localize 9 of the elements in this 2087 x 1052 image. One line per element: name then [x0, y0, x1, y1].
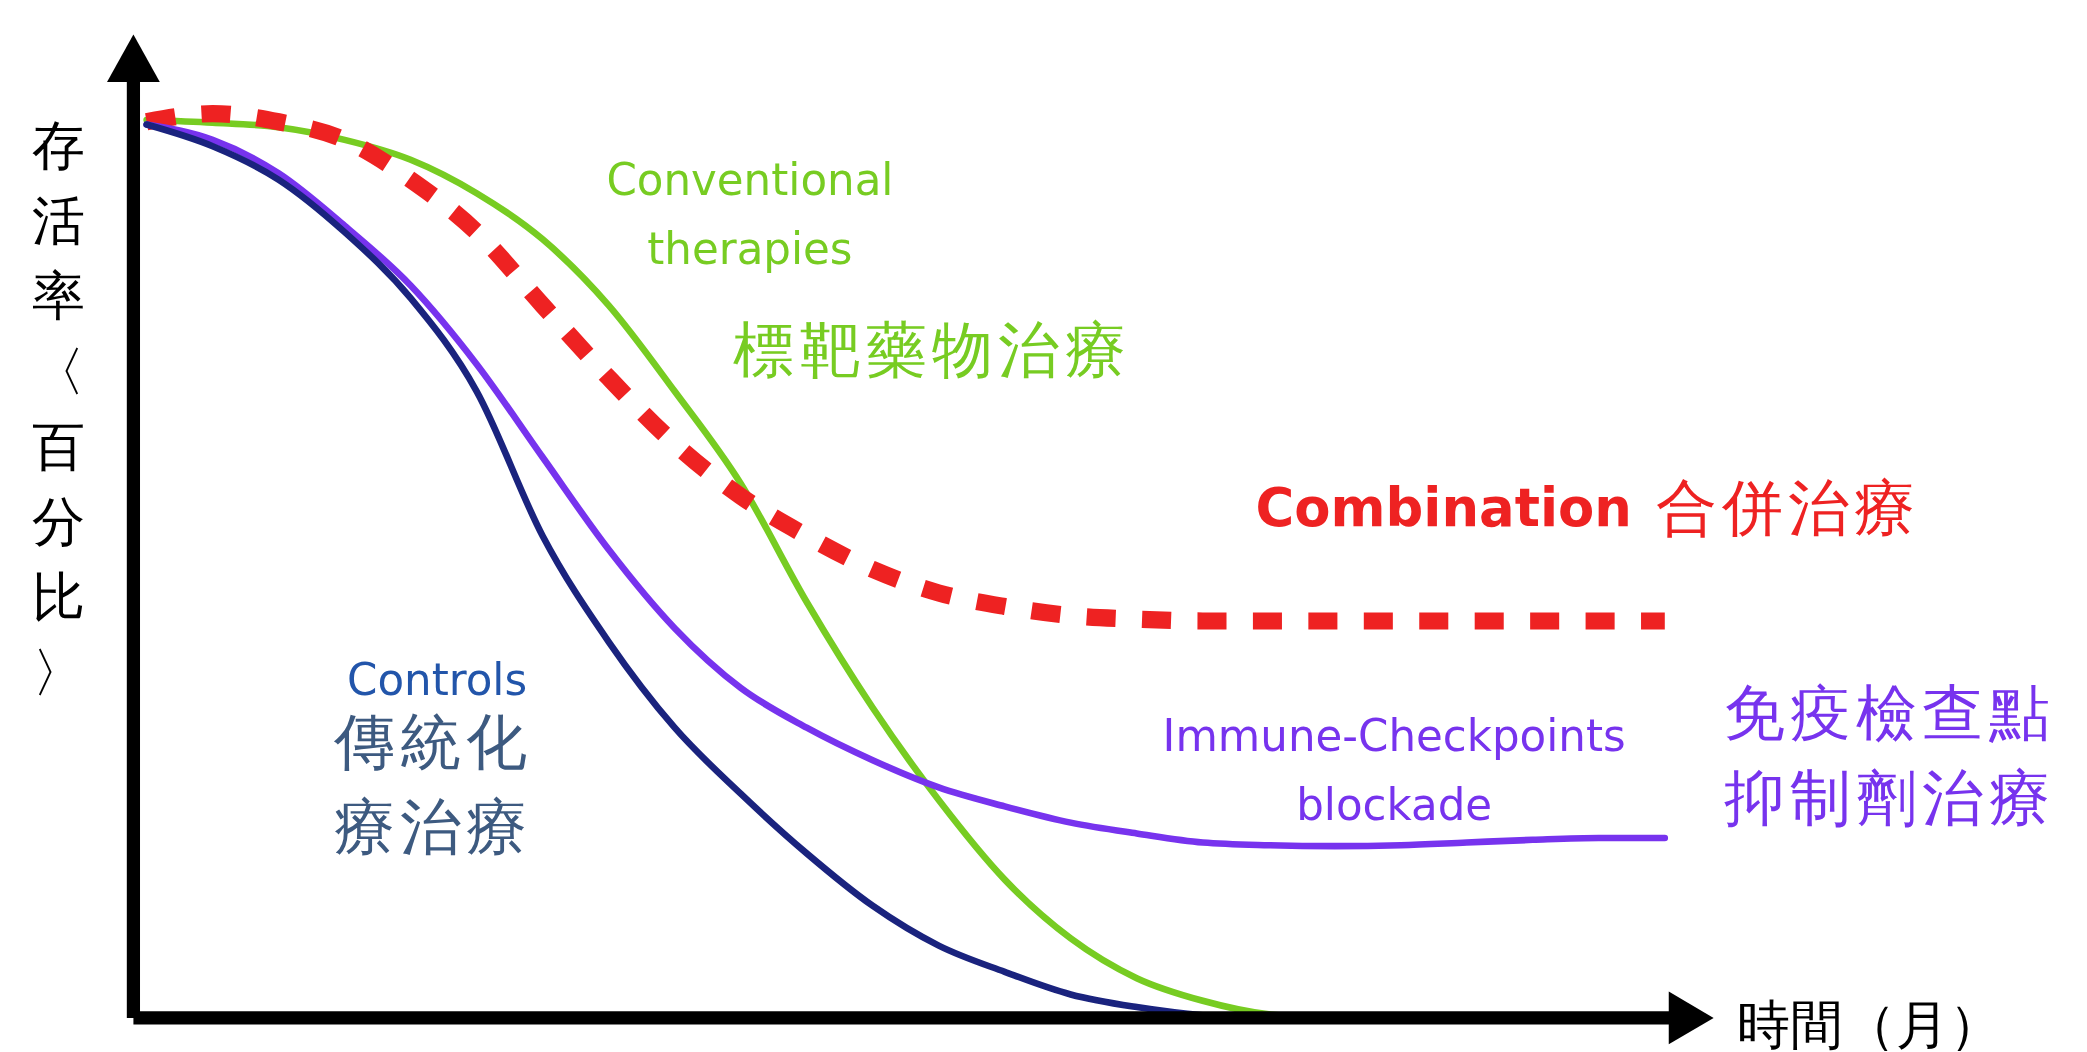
- annotation: 標靶藥物治療: [733, 315, 1131, 386]
- y-axis-title: 存活率〈百分比〉: [31, 114, 85, 703]
- text: 免疫檢查點抑制劑治療: [1723, 678, 2055, 833]
- series-label: Combination: [1255, 476, 1632, 538]
- annotation: 傳統化療治療: [332, 707, 533, 862]
- series-label: Conventional therapies: [606, 155, 894, 275]
- series-label: Immune-Checkpoints blockade: [1162, 711, 1626, 830]
- annotation: 合併治療: [1655, 473, 1921, 544]
- series-label: Controls: [347, 654, 528, 705]
